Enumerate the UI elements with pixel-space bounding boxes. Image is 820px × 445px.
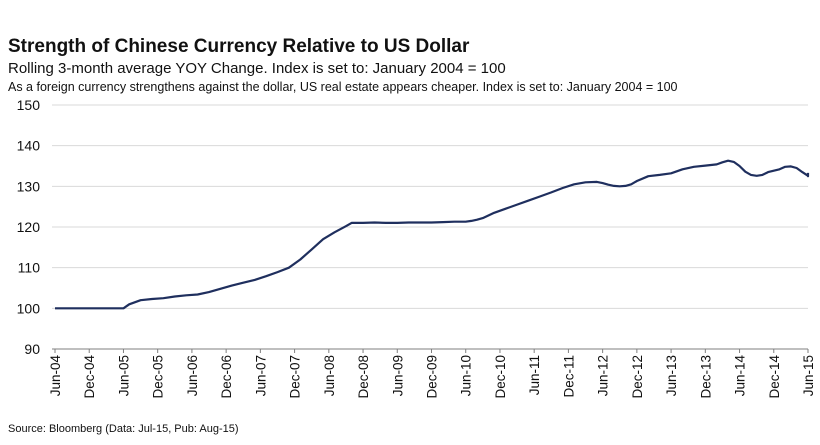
x-tick-label: Jun-06 <box>185 355 200 396</box>
y-tick-label: 110 <box>18 260 41 276</box>
x-tick-label: Dec-14 <box>767 355 782 399</box>
y-tick-label: 100 <box>17 300 41 316</box>
x-tick-label: Dec-05 <box>151 355 166 399</box>
x-tick-label: Jun-13 <box>664 355 679 396</box>
x-tick-label: Jun-04 <box>48 355 63 397</box>
x-tick-label: Jun-08 <box>322 355 337 396</box>
x-tick-label: Dec-07 <box>288 355 303 399</box>
x-tick-label: Jun-11 <box>527 355 542 395</box>
x-tick-label: Jun-15 <box>801 355 816 396</box>
x-tick-label: Dec-08 <box>356 355 371 399</box>
y-tick-label: 140 <box>17 138 41 154</box>
x-tick-label: Dec-12 <box>630 355 645 399</box>
x-tick-label: Dec-10 <box>493 355 508 399</box>
chart-title: Strength of Chinese Currency Relative to… <box>8 36 470 57</box>
y-tick-label: 90 <box>24 341 40 357</box>
x-tick-label: Jun-09 <box>390 355 405 396</box>
chart-subtitle: Rolling 3-month average YOY Change. Inde… <box>8 60 506 77</box>
x-tick-label: Dec-04 <box>82 355 97 399</box>
x-tick-label: Dec-06 <box>219 355 234 399</box>
chart-note: As a foreign currency strengthens agains… <box>8 80 678 94</box>
x-tick-label: Jun-07 <box>253 355 268 396</box>
x-tick-label: Jun-14 <box>733 355 748 397</box>
x-tick-label: Dec-11 <box>561 355 576 398</box>
grid-lines <box>52 104 808 309</box>
x-tick-label: Dec-13 <box>698 355 713 399</box>
x-tick-label: Jun-10 <box>459 355 474 396</box>
x-axis: Jun-04 Dec-04 Jun-05 Dec-05 Jun-06 Dec-06 Jun-… <box>48 349 816 399</box>
y-tick-label: 130 <box>17 178 41 194</box>
y-tick-label: 150 <box>17 97 41 113</box>
series-line-cny-index <box>55 159 810 310</box>
y-axis: 90 100 110 120 130 140 150 <box>17 97 41 357</box>
x-tick-label: Dec-09 <box>425 355 440 399</box>
source-note: Source: Bloomberg (Data: Jul-15, Pub: Au… <box>8 423 239 435</box>
x-tick-label: Jun-05 <box>116 355 131 396</box>
x-tick-label: Jun-12 <box>596 355 611 396</box>
y-tick-label: 120 <box>17 219 41 235</box>
